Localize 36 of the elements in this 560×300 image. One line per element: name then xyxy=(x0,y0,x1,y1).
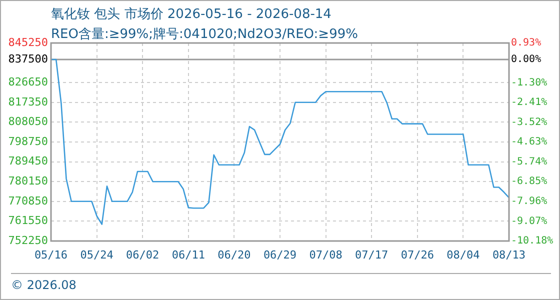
y2-tick-label: -6.85% xyxy=(511,176,548,188)
y-tick-label: 770850 xyxy=(8,194,48,208)
y2-tick-label: -1.30% xyxy=(511,77,548,88)
y-tick-label: 808050 xyxy=(8,115,48,128)
y2-tick-label: -9.07% xyxy=(511,216,548,227)
y2-tick-label: 0.00% xyxy=(511,54,542,66)
y-tick-label: 817350 xyxy=(8,95,48,108)
y-tick-label: 789450 xyxy=(8,154,48,168)
y2-tick-label: -7.96% xyxy=(511,196,548,208)
y-tick-label: 780150 xyxy=(8,174,48,188)
y-tick-label: 837500 xyxy=(8,52,48,66)
y-tick-label: 845250 xyxy=(8,36,48,49)
x-tick-label: 08/04 xyxy=(446,248,480,262)
y2-tick-label: -10.18% xyxy=(511,236,554,247)
x-tick-label: 06/02 xyxy=(126,248,160,262)
y2-tick-label: -3.52% xyxy=(511,116,548,128)
y-tick-label: 752250 xyxy=(8,234,48,247)
y2-tick-label: -2.41% xyxy=(511,97,548,108)
x-tick-label: 06/11 xyxy=(172,248,205,262)
y-tick-label: 761550 xyxy=(8,214,48,228)
x-tick-label: 05/16 xyxy=(34,248,68,262)
x-tick-label: 07/08 xyxy=(309,248,342,262)
y2-tick-label: -4.63% xyxy=(511,136,548,148)
x-tick-label: 06/29 xyxy=(263,248,297,262)
x-tick-label: 07/26 xyxy=(400,248,434,262)
y-tick-label: 826650 xyxy=(8,75,48,88)
y2-tick-label: -5.74% xyxy=(511,156,548,168)
chart-title: 氧化钕 包头 市场价 2026-05-16 - 2026-08-14 xyxy=(51,6,332,23)
y-tick-label: 798750 xyxy=(8,134,48,148)
x-tick-label: 06/20 xyxy=(218,248,251,262)
text: © 2026.08 xyxy=(11,273,551,292)
x-tick-label: 08/13 xyxy=(492,248,526,262)
x-tick-label: 05/24 xyxy=(80,248,114,262)
chart-subtitle: REO含量:≥99%;牌号:041020;Nd2O3/REO:≥99% xyxy=(51,26,358,43)
x-tick-label: 07/17 xyxy=(355,248,388,262)
y2-tick-label: 0.93% xyxy=(511,38,542,49)
